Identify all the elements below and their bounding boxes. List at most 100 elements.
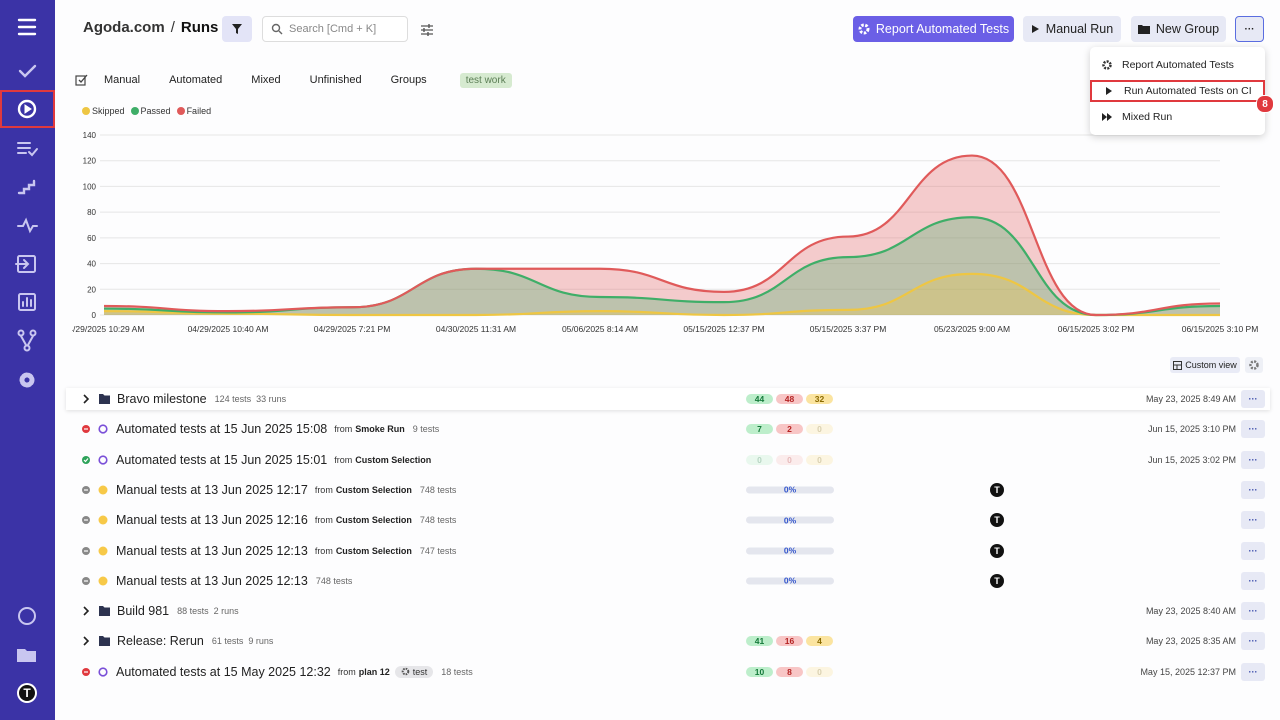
y-tick-label: 0 — [92, 311, 97, 320]
menu-item[interactable]: Mixed Run — [1090, 106, 1265, 128]
runs-count: 2 runs — [213, 606, 239, 617]
assignee[interactable]: T — [990, 482, 1004, 497]
run-title: Automated tests at 15 Jun 2025 15:08 — [116, 422, 328, 437]
more-button[interactable]: ··· — [1235, 16, 1264, 42]
from-label: from — [334, 424, 353, 435]
run-date: May 23, 2025 8:49 AM — [1145, 394, 1236, 404]
stat-badge: 10 — [746, 666, 773, 677]
row-menu[interactable]: ··· — [1241, 511, 1265, 530]
line — [103, 272, 1220, 317]
tab[interactable]: Unfinished — [309, 74, 362, 86]
menu-icon — [1102, 113, 1112, 121]
assignee[interactable]: T — [990, 543, 1004, 558]
tag: test — [394, 665, 434, 678]
run-row[interactable]: Bravo milestone 124 tests 33 runs 44 48 32 May… — [66, 388, 1270, 410]
stat-badge: 44 — [746, 394, 773, 404]
run-title: Build 981 — [117, 604, 170, 619]
row-menu[interactable]: ··· — [1241, 450, 1265, 469]
stat-badge: 32 — [806, 394, 833, 404]
menu-label: Mixed Run — [1122, 111, 1173, 123]
row-menu[interactable]: ··· — [1241, 541, 1265, 560]
tab[interactable]: Mixed — [251, 74, 281, 86]
from-label: from — [314, 545, 333, 556]
progress-bar: 0% — [746, 485, 834, 495]
row-menu[interactable]: ··· — [1241, 662, 1265, 681]
run-row[interactable]: Automated tests at 15 Jun 2025 15:08 from… — [66, 418, 1270, 440]
tests-count: 61 tests — [211, 636, 244, 647]
assignee[interactable]: T — [990, 513, 1004, 528]
tab[interactable]: test work — [459, 72, 512, 88]
run-row[interactable]: Manual tests at 13 Jun 2025 12:16 from Cus… — [66, 509, 1270, 531]
folder — [99, 394, 110, 404]
run-row[interactable]: Manual tests at 13 Jun 2025 12:13 from Cus… — [66, 540, 1270, 562]
menu-item[interactable]: Report Automated Tests — [1090, 54, 1265, 76]
run-row[interactable]: Build 981 88 tests 2 runs May 23, 2025 8:40… — [66, 600, 1270, 622]
tab[interactable]: Automated — [169, 74, 223, 86]
row-menu[interactable]: ··· — [1241, 602, 1265, 621]
icon — [1102, 60, 1112, 70]
tests-count: 88 tests — [177, 606, 209, 617]
new-group-button[interactable]: New Group — [1131, 16, 1226, 42]
row-icon — [82, 485, 108, 495]
tests-count: 748 tests — [419, 484, 457, 495]
icon — [401, 667, 410, 676]
progress-bar: 0% — [746, 576, 834, 586]
type-icon — [98, 576, 108, 586]
run-title: Manual tests at 13 Jun 2025 12:16 — [116, 513, 308, 528]
row-menu[interactable]: ··· — [1241, 632, 1265, 651]
run-row[interactable]: Release: Rerun 61 tests 9 runs 41 16 4 May 23,… — [66, 630, 1270, 652]
stat-badge: 48 — [776, 394, 803, 404]
y-tick-label: 100 — [83, 182, 97, 191]
row-menu[interactable]: ··· — [1241, 390, 1265, 408]
run-row[interactable]: Automated tests at 15 May 2025 12:32 from… — [66, 661, 1270, 683]
row-text: Automated tests at 15 Jun 2025 15:01 from… — [116, 453, 431, 467]
run-row[interactable]: Manual tests at 13 Jun 2025 12:13 748 tes… — [66, 570, 1270, 592]
icon — [1106, 87, 1112, 95]
y-tick-label: 120 — [83, 157, 97, 166]
source: Custom Selection — [355, 454, 432, 465]
type-icon — [98, 515, 108, 525]
user-avatar[interactable]: T — [23, 686, 31, 700]
run-title: Manual tests at 13 Jun 2025 12:13 — [116, 543, 308, 558]
brand[interactable]: Agoda.com — [83, 19, 165, 36]
breadcrumb: Agoda.com / Runs — [83, 19, 218, 36]
filter-button[interactable] — [222, 16, 252, 42]
tests-count: 18 tests — [441, 666, 473, 677]
row-icon — [83, 394, 110, 404]
progress-bar: 0% — [746, 546, 834, 556]
x-tick-label: 06/15/2025 3:02 PM — [1058, 324, 1135, 334]
legend-item[interactable]: Passed — [130, 106, 171, 116]
type-icon — [98, 424, 108, 434]
y-tick-label: 80 — [87, 208, 96, 217]
manual-run-button[interactable]: Manual Run — [1023, 16, 1121, 42]
from-label: from — [334, 454, 353, 465]
assignee[interactable]: T — [990, 573, 1004, 588]
view-settings[interactable] — [1245, 357, 1263, 373]
run-date: May 23, 2025 8:35 AM — [1145, 636, 1236, 647]
folder — [99, 606, 110, 617]
row-text: Automated tests at 15 Jun 2025 15:08 from… — [116, 422, 439, 436]
report-button[interactable]: Report Automated Tests — [853, 16, 1014, 42]
run-title: Automated tests at 15 Jun 2025 15:01 — [116, 452, 328, 467]
run-row[interactable]: Manual tests at 13 Jun 2025 12:17 from Cus… — [66, 479, 1270, 501]
row-menu[interactable]: ··· — [1241, 571, 1265, 590]
row-menu[interactable]: ··· — [1241, 480, 1265, 499]
tests-count: 748 tests — [315, 575, 353, 586]
row-icon — [82, 515, 108, 525]
from-label: from — [314, 484, 333, 495]
run-row[interactable]: Automated tests at 15 Jun 2025 15:01 from… — [66, 449, 1270, 471]
settings-sliders[interactable] — [420, 23, 434, 37]
icon — [1102, 113, 1112, 121]
tab[interactable]: Groups — [390, 74, 427, 86]
run-date: May 15, 2025 12:37 PM — [1140, 666, 1236, 677]
legend-item[interactable]: Skipped — [82, 106, 125, 116]
search-box[interactable]: Search [Cmd + K] — [262, 16, 408, 42]
legend-item[interactable]: Failed — [176, 106, 211, 116]
select-all[interactable] — [75, 73, 88, 86]
stat-badge: 7 — [746, 424, 773, 435]
custom-view-button[interactable]: Custom view — [1170, 357, 1240, 373]
tab[interactable]: Manual — [104, 74, 141, 86]
row-menu[interactable]: ··· — [1241, 420, 1265, 439]
menu-item[interactable]: Run Automated Tests on CI — [1090, 80, 1265, 102]
